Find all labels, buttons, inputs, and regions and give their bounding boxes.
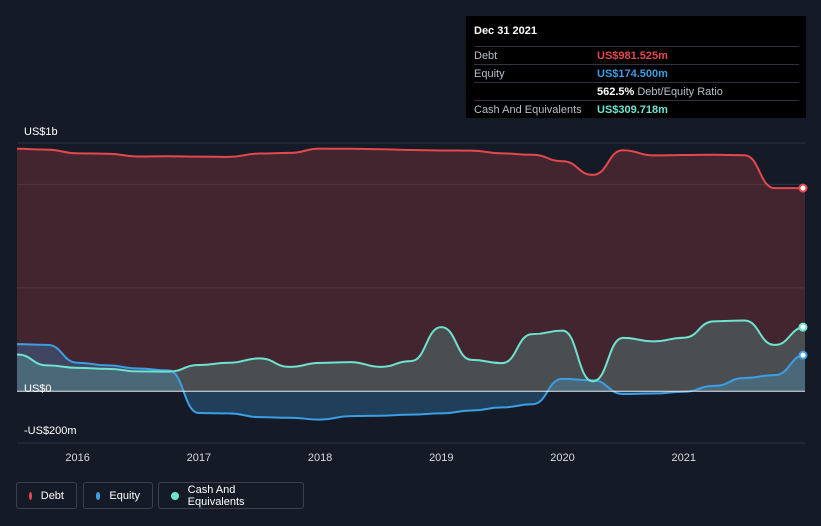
tooltip-row-debt: Debt US$981.525m	[474, 46, 799, 64]
tooltip-value: US$309.718m	[597, 103, 668, 116]
series-lines	[16, 147, 806, 421]
tooltip-label: Cash And Equivalents	[474, 103, 582, 116]
area-equity	[17, 344, 805, 420]
line-cash-and-equivalents	[16, 319, 806, 383]
x-tick-label: 2016	[65, 452, 89, 464]
series-areas	[17, 148, 805, 420]
area-cash-and-equivalents	[17, 320, 805, 392]
x-tick-label: 2018	[308, 452, 332, 464]
tooltip-label: Debt	[474, 49, 498, 62]
y-axis-labels: US$1b US$0 -US$200m	[24, 126, 77, 437]
x-tick-label: 2017	[187, 452, 211, 464]
legend-label: Debt	[40, 489, 64, 502]
tooltip-label: Equity	[474, 67, 505, 80]
tooltip-row-cash: Cash And Equivalents US$309.718m	[474, 100, 799, 118]
legend-dot-icon	[29, 491, 32, 500]
area-debt	[17, 148, 805, 392]
x-tick-label: 2020	[550, 452, 574, 464]
legend-label: Cash And Equivalents	[187, 483, 245, 508]
legend-item-cash[interactable]: Cash And Equivalents	[158, 482, 304, 509]
tooltip-value: US$981.525m	[597, 49, 668, 62]
line-debt	[16, 147, 805, 190]
end-marker-equity	[798, 350, 808, 360]
legend-item-debt[interactable]: Debt	[16, 482, 77, 509]
hover-tooltip: Dec 31 2021 Debt US$981.525m Equity US$1…	[466, 16, 806, 118]
legend-item-equity[interactable]: Equity	[83, 482, 153, 509]
x-tick-label: 2019	[429, 452, 453, 464]
line-equity	[16, 343, 806, 421]
x-axis-tick-labels: 2016 2017 2018 2019 2020 2021	[65, 452, 696, 464]
legend-dot-icon	[171, 491, 179, 500]
legend-dot-icon	[96, 491, 101, 500]
y-axis-label: -US$200m	[24, 425, 77, 437]
tooltip-ratio-suffix: Debt/Equity Ratio	[637, 85, 723, 98]
end-marker-cash-and-equivalents	[798, 322, 808, 332]
tooltip-date: Dec 31 2021	[474, 25, 537, 37]
legend-label: Equity	[109, 489, 140, 502]
tooltip-row-equity: Equity US$174.500m	[474, 64, 799, 82]
end-marker-debt	[798, 183, 808, 193]
tooltip-value: US$174.500m	[597, 67, 668, 80]
y-axis-label: US$0	[24, 383, 52, 395]
x-tick-label: 2021	[672, 452, 696, 464]
chart-grid	[17, 142, 805, 444]
series-end-markers	[798, 183, 808, 360]
tooltip-row-ratio: 562.5% Debt/Equity Ratio	[474, 82, 799, 100]
tooltip-value: 562.5%	[597, 85, 635, 98]
y-axis-label: US$1b	[24, 126, 58, 138]
